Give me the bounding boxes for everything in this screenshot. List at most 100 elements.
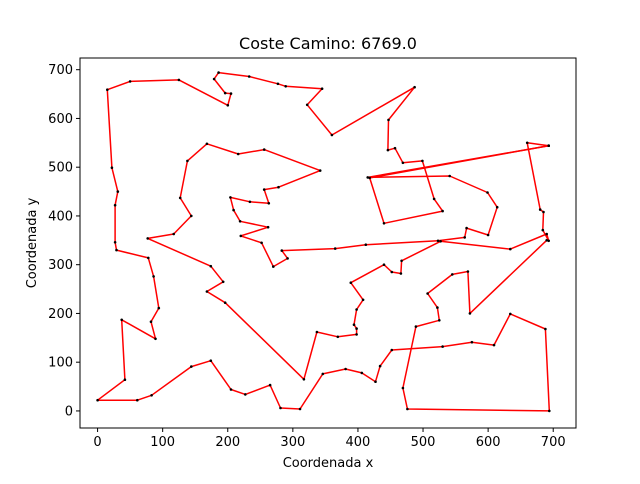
y-tick-label: 500 <box>48 161 73 176</box>
x-tick-label: 500 <box>411 435 436 450</box>
route-point-1-22 <box>177 78 181 82</box>
route-point-1-23 <box>128 80 132 83</box>
route-point-0-44 <box>361 298 365 302</box>
route-point-1-17 <box>217 71 220 74</box>
route-point-1-12 <box>305 103 309 107</box>
route-point-0-5 <box>486 233 490 237</box>
route-point-0-24 <box>318 169 322 172</box>
route-point-0-9 <box>364 243 368 246</box>
route-point-1-25 <box>110 166 114 169</box>
route-point-1-29 <box>115 248 118 252</box>
route-point-1-55 <box>492 343 496 347</box>
route-point-1-6 <box>401 161 405 165</box>
route-point-1-47 <box>321 372 325 376</box>
route-point-1-66 <box>466 270 470 273</box>
y-tick-label: 400 <box>48 209 73 224</box>
route-point-0-31 <box>172 232 175 236</box>
route-point-1-49 <box>360 371 364 375</box>
route-point-1-38 <box>136 398 139 402</box>
route-point-1-45 <box>279 406 282 410</box>
route-point-1-35 <box>120 318 123 322</box>
route-point-1-40 <box>190 365 193 368</box>
route-point-0-8 <box>436 239 440 243</box>
route-point-0-30 <box>190 214 193 218</box>
route-point-1-1 <box>368 176 372 180</box>
route-point-1-3 <box>441 209 444 213</box>
route-point-0-51 <box>509 247 512 251</box>
route-point-1-21 <box>226 104 230 107</box>
axis-ticks: 0 100 200 300 400 500 600 700 0 100 200 300 400 500 60… <box>48 63 565 450</box>
route-point-0-56 <box>538 208 542 211</box>
x-tick-label: 100 <box>150 435 175 450</box>
route-point-1-32 <box>157 306 161 310</box>
route-point-0-26 <box>236 152 240 156</box>
route-point-1-5 <box>421 159 424 163</box>
route-point-0-6 <box>465 226 468 230</box>
route-point-0-10 <box>333 247 337 250</box>
route-point-1-31 <box>152 275 155 278</box>
route-point-0-52 <box>545 232 548 236</box>
y-tick-label: 700 <box>48 63 73 78</box>
route-point-1-54 <box>470 340 474 344</box>
route-point-0-2 <box>448 174 452 178</box>
route-point-0-50 <box>439 240 442 243</box>
route-point-1-28 <box>113 241 117 244</box>
route-point-1-68 <box>545 239 548 242</box>
route-point-1-34 <box>154 337 157 341</box>
route-point-1-62 <box>438 319 441 322</box>
route-point-1-42 <box>229 388 233 391</box>
route-point-0-36 <box>223 301 227 305</box>
route-point-1-53 <box>441 345 444 348</box>
route-point-1-16 <box>247 75 251 78</box>
route-point-1-60 <box>401 386 405 390</box>
route-point-1-39 <box>150 394 153 397</box>
route-point-1-15 <box>276 82 280 86</box>
route-point-0-46 <box>382 263 386 267</box>
route-point-1-18 <box>212 77 216 81</box>
plot-area <box>96 71 551 413</box>
route-point-0-4 <box>495 205 499 209</box>
route-point-0-1 <box>366 176 370 179</box>
route-point-0-42 <box>352 323 356 327</box>
route-point-0-49 <box>400 259 403 263</box>
route-point-1-36 <box>123 378 127 382</box>
route-point-1-19 <box>223 91 227 95</box>
x-tick-label: 700 <box>541 435 566 450</box>
route-point-1-61 <box>414 325 418 328</box>
route-point-1-51 <box>378 364 382 368</box>
route-point-0-55 <box>542 210 545 214</box>
route-point-1-43 <box>244 393 247 396</box>
route-point-1-59 <box>406 407 409 411</box>
route-point-1-24 <box>106 88 109 91</box>
route-point-0-40 <box>355 333 358 336</box>
x-tick-label: 400 <box>346 435 371 450</box>
route-point-0-19 <box>229 196 232 199</box>
route-point-0-15 <box>239 234 243 238</box>
axes-frame <box>79 57 577 429</box>
route-point-1-7 <box>393 146 397 150</box>
route-point-1-9 <box>387 118 390 122</box>
route-point-0-57 <box>525 141 529 145</box>
y-tick-label: 600 <box>48 112 73 127</box>
route-point-1-11 <box>330 133 334 137</box>
route-point-0-28 <box>186 159 189 163</box>
y-tick-label: 0 <box>65 404 73 419</box>
y-axis-label: Coordenada y <box>25 197 40 288</box>
route-point-1-64 <box>426 292 429 295</box>
route-point-0-39 <box>336 335 340 339</box>
route-point-0-43 <box>355 308 358 311</box>
route-point-1-30 <box>147 256 150 260</box>
route-point-0-13 <box>272 265 275 268</box>
route-point-1-67 <box>468 312 472 315</box>
route-point-0-41 <box>355 327 358 330</box>
route-point-0-25 <box>262 148 266 151</box>
y-tick-label: 200 <box>48 307 73 322</box>
route-point-1-4 <box>432 197 436 201</box>
route-point-0-34 <box>221 280 225 284</box>
route-point-1-10 <box>413 85 416 89</box>
route-point-1-27 <box>113 203 117 207</box>
route-point-1-48 <box>344 367 347 371</box>
route-point-0-11 <box>280 249 284 252</box>
